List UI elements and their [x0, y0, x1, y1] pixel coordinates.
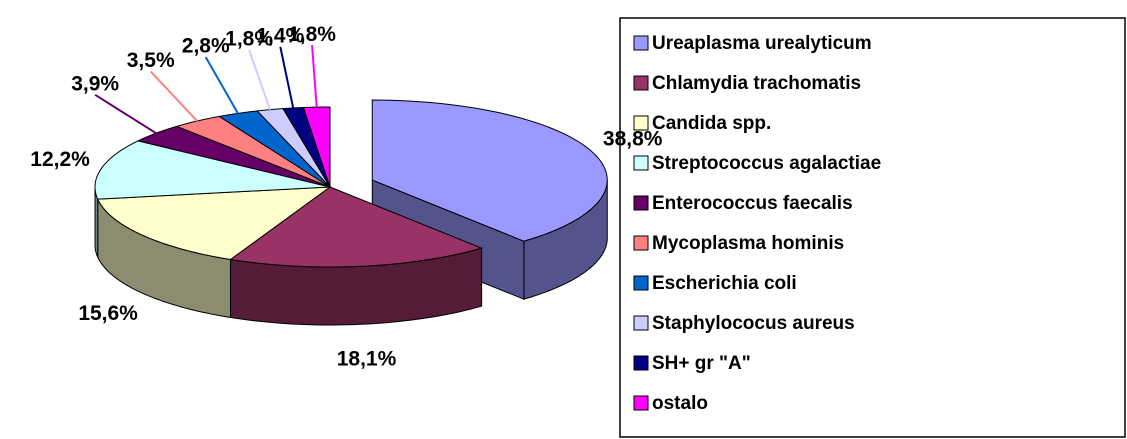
leader-line — [204, 56, 239, 114]
legend-swatch — [633, 115, 649, 131]
legend-label: Ureaplasma urealyticum — [652, 33, 872, 54]
data-label: 1,8% — [225, 28, 273, 51]
data-label: 38,8% — [603, 128, 663, 151]
legend-swatch — [633, 155, 649, 171]
data-label: 1,8% — [288, 23, 336, 46]
legend-label: ostalo — [652, 393, 708, 414]
leader-line — [248, 49, 272, 110]
slice — [282, 106, 331, 188]
legend-label: Enterococcus faecalis — [652, 193, 853, 214]
legend-swatch — [633, 35, 649, 51]
legend-swatch — [633, 275, 649, 291]
data-label: 3,9% — [71, 72, 119, 95]
slice — [94, 140, 331, 200]
slice — [229, 186, 484, 268]
legend-swatch — [633, 195, 649, 211]
legend-label: Candida spp. — [652, 113, 771, 134]
legend-label: Staphylococus aureus — [652, 313, 855, 334]
slice — [96, 186, 332, 261]
leader-line — [311, 45, 318, 108]
legend-label: SH+ gr "A" — [652, 353, 751, 374]
legend-swatch — [633, 355, 649, 371]
legend-swatch — [633, 395, 649, 411]
legend-label: Streptococcus agalactiae — [652, 153, 881, 174]
leader-line — [279, 46, 295, 109]
legend-box — [619, 17, 1126, 438]
data-label: 18,1% — [337, 348, 397, 371]
legend-label: Chlamydia trachomatis — [652, 73, 861, 94]
legend-swatch — [633, 235, 649, 251]
data-label: 3,5% — [127, 49, 175, 72]
data-label: 15,6% — [78, 302, 138, 325]
data-label: 1,4% — [256, 24, 304, 47]
data-label: 2,8% — [182, 35, 230, 58]
legend-label: Mycoplasma hominis — [652, 233, 844, 254]
leader-line — [149, 70, 198, 122]
slice — [371, 99, 608, 242]
data-label: 12,2% — [30, 148, 90, 171]
legend-label: Escherichia coli — [652, 273, 797, 294]
legend-swatch — [633, 315, 649, 331]
legend-swatch — [633, 75, 649, 91]
leader-line — [94, 93, 157, 135]
